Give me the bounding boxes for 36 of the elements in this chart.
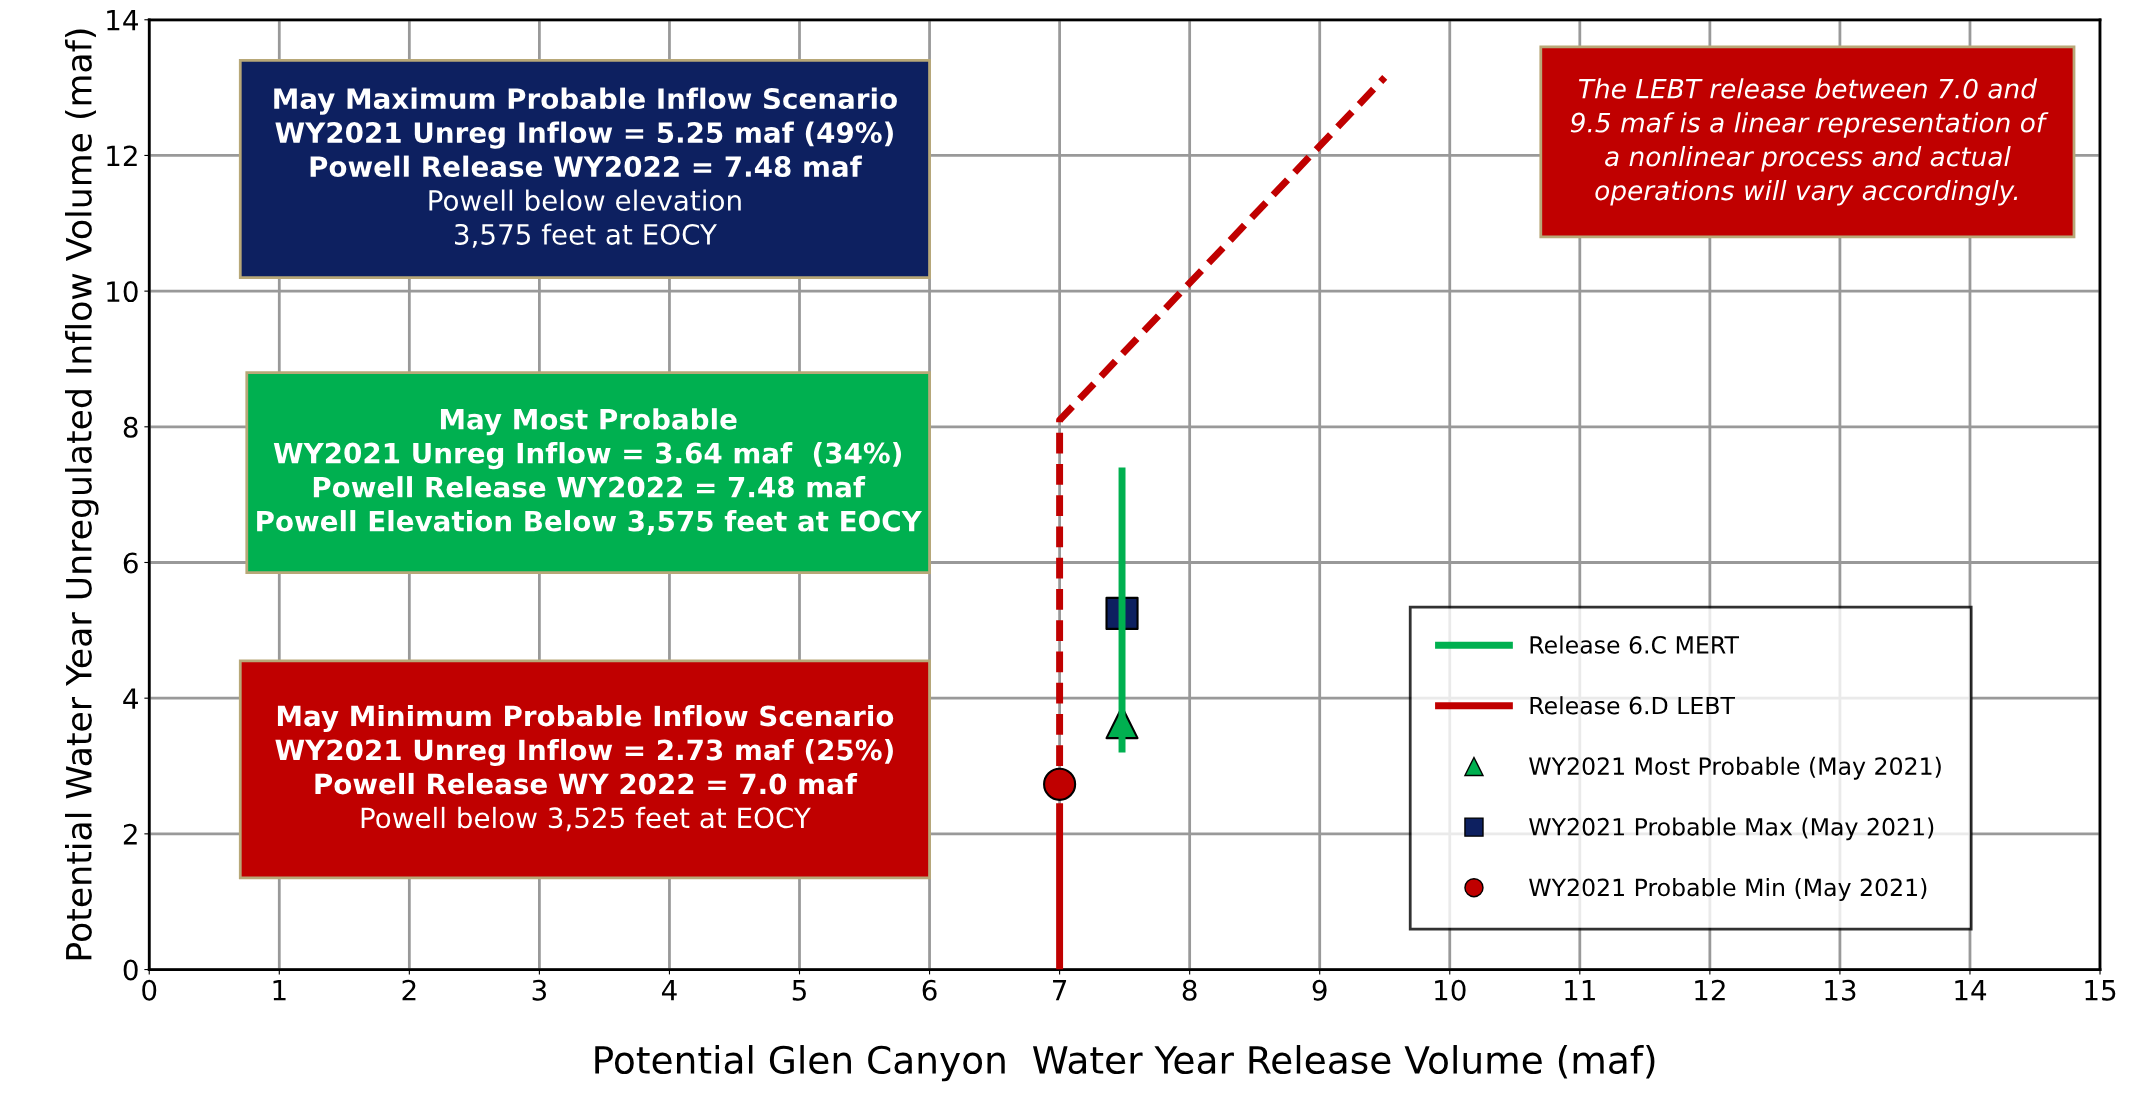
y-tick-label: 0 [123,959,138,981]
annotation: May Most Probable WY2021 Unreg Inflow = 3.64 maf (34%) Powell Release WY2022 = 7.48 maf Powell Elevation Below 3,575 feet at EOCY [257,408,923,536]
x-tick-label: 5 [792,980,806,1001]
annotation: May Maximum Probable Inflow Scenario WY2021 Unreg Inflow = 5.25 maf (49%) Powell Release WY2022 = 7.48 maf Powell below elevation 3,575 feet at EOCY [274,87,897,248]
x-axis-title: Potential Glen Canyon Water Year Release Volume (maf) [595,1045,1655,1082]
y-axis-title: Potential Water Year Unregulated Inflow Volume (maf) [65,29,99,960]
legend-label: Release 6.D LEBT [1530,696,1736,715]
annotation: May Minimum Probable Inflow Scenario WY2021 Unreg Inflow = 2.73 maf (25%) Powell Release WY 2022 = 7.0 maf Powell below 3,525 feet at EOCY [275,704,894,832]
x-tick-label: 3 [532,979,547,1001]
x-tick-label: 6 [922,979,937,1001]
legend-label: WY2021 Probable Max (May 2021) [1529,817,1934,841]
x-tick-label: 11 [1565,980,1595,1001]
annotation: The LEBT release between 7.0 and 9.5 maf is a linear representation of a nonlinear process and actual operations will vary accordingly. [1570,78,2049,206]
x-tick-label: 14 [1955,980,1987,1001]
x-tick-label: 10 [1435,979,1466,1001]
x-tick-label: 8 [1182,979,1197,1001]
x-tick-label: 13 [1825,979,1856,1001]
y-tick-label: 6 [123,552,138,574]
x-tick-label: 7 [1053,980,1067,1001]
y-tick-label: 4 [123,688,138,709]
y-tick-label: 14 [107,10,138,31]
y-tick-label: 10 [107,281,138,303]
x-tick-label: 4 [661,980,677,1001]
y-tick-label: 12 [107,145,137,166]
x-tick-label: 1 [273,980,286,1001]
x-tick-label: 2 [402,979,416,1001]
y-tick-label: 8 [123,416,138,438]
x-tick-label: 0 [142,979,157,1001]
legend-label: Release 6.C MERT [1530,635,1740,654]
x-tick-label: 9 [1312,979,1327,1001]
y-tick-label: 2 [123,823,137,845]
legend-label: WY2021 Most Probable (May 2021) [1529,756,1941,780]
x-tick-label: 15 [2085,980,2116,1001]
x-tick-label: 12 [1695,979,1725,1001]
point [1043,767,1077,801]
legend-label: WY2021 Probable Min (May 2021) [1529,878,1927,901]
